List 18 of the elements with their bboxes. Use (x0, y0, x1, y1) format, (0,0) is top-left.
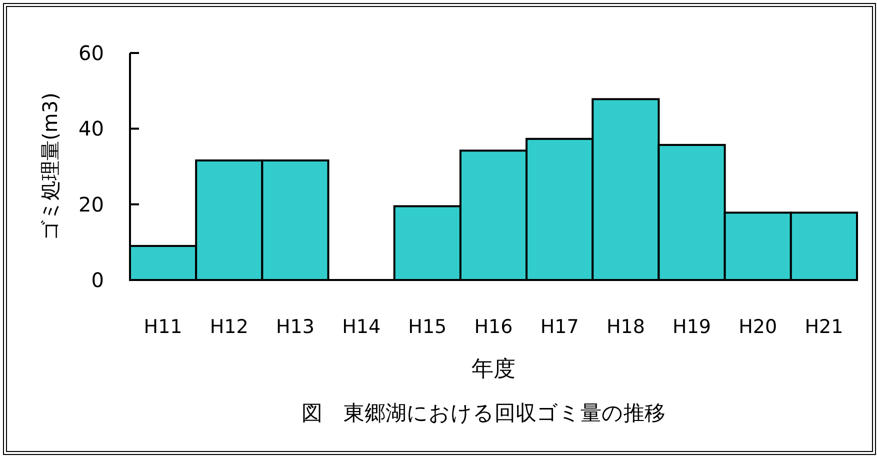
text: 図 東郷湖における回収ゴミ量の推移 (302, 401, 666, 425)
y-tick-label: 60 (78, 41, 104, 65)
x-tick-label: H14 (342, 316, 381, 338)
y-tick-label: 40 (78, 116, 104, 141)
y-tick-label: 20 (78, 192, 104, 216)
x-axis-title: 年度 (472, 357, 516, 382)
x-tick-label: H11 (144, 316, 182, 338)
y-axis-title: ゴミ処理量(m3) (38, 92, 62, 240)
x-tick-label: H21 (804, 316, 844, 338)
x-tick-label: H19 (672, 316, 712, 338)
x-tick-label: H12 (210, 316, 248, 338)
x-tick-label: H18 (606, 316, 645, 338)
x-tick-label: H15 (408, 316, 447, 338)
x-tick-label: H13 (276, 316, 314, 338)
x-tick-label: H16 (474, 316, 513, 338)
x-tick-label: H17 (540, 316, 579, 338)
y-tick-label: 0 (91, 268, 104, 292)
x-tick-label: H20 (738, 316, 778, 338)
